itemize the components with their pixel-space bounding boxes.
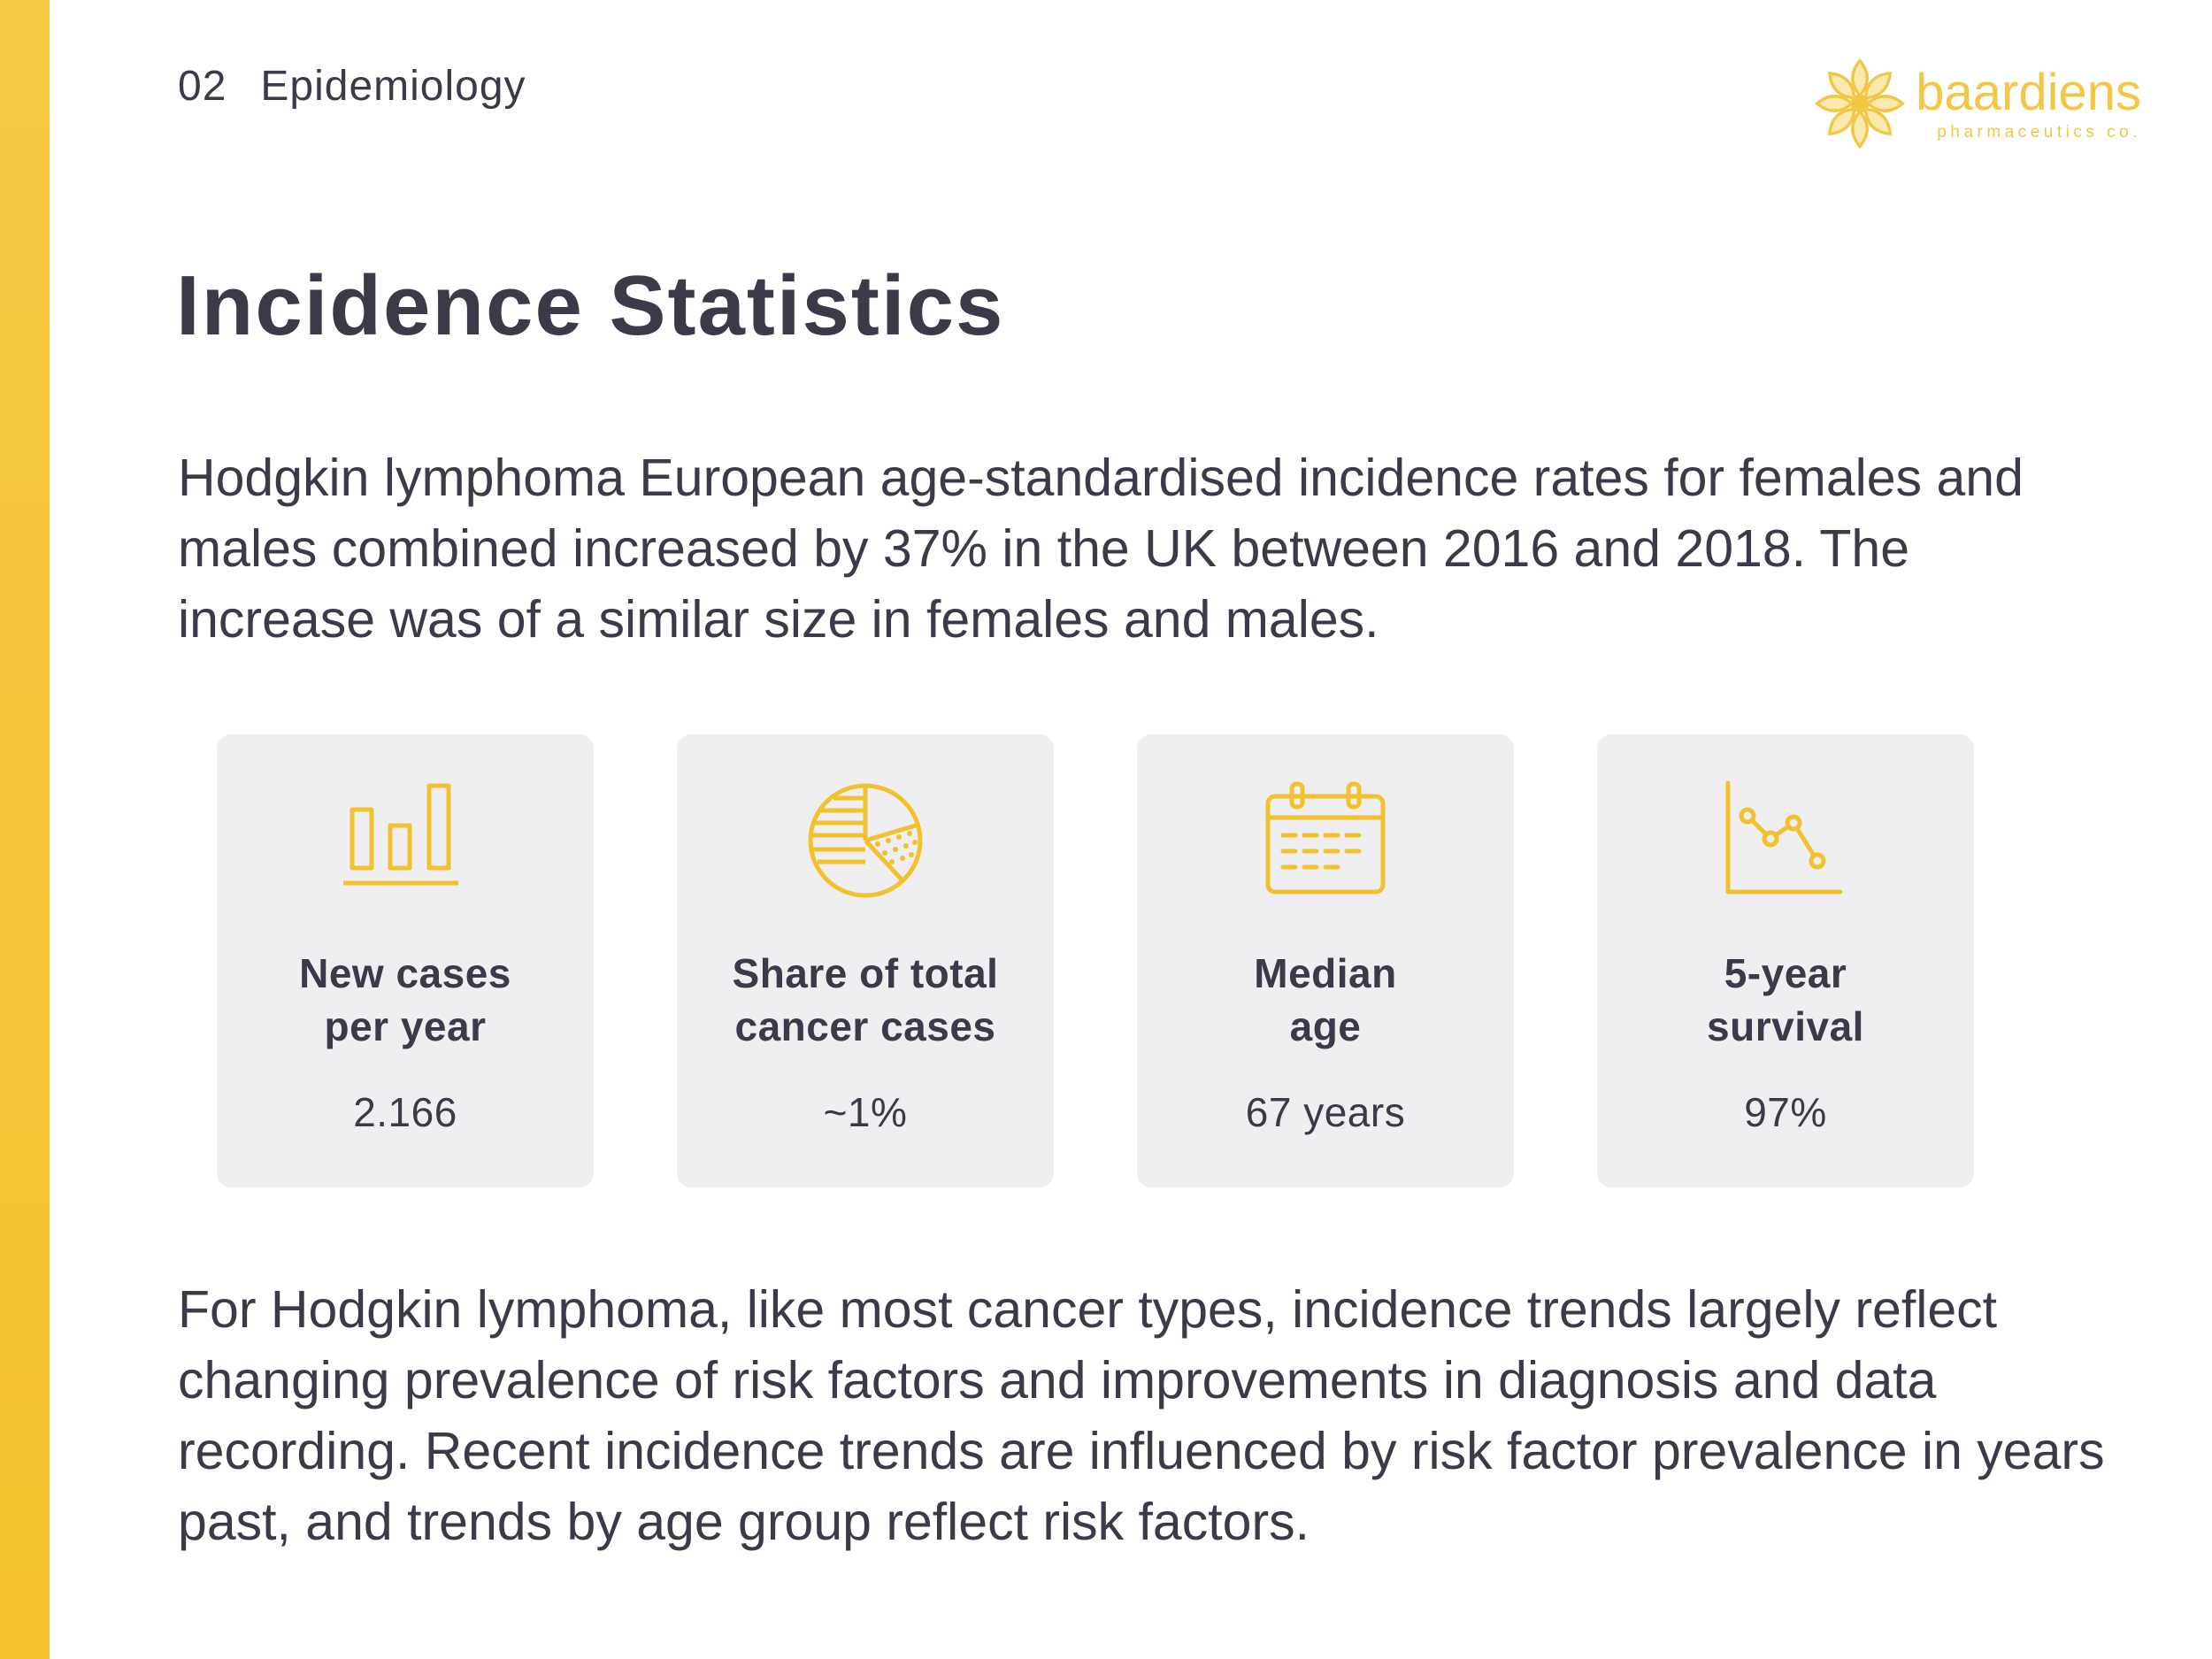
stat-label: New cases per year [226, 947, 585, 1053]
bar-chart-icon [343, 783, 458, 886]
calendar-icon [1265, 781, 1386, 895]
pie-chart-icon [808, 783, 923, 898]
stat-label: Median age [1146, 947, 1505, 1053]
stat-label-line: age [1289, 1003, 1362, 1049]
stat-label-line: New cases [299, 950, 511, 996]
logo-text: baardiens pharmaceutics co. [1916, 63, 2141, 142]
stat-card-new-cases: New cases per year 2.166 [217, 734, 594, 1187]
stat-label-line: Median [1254, 950, 1397, 996]
section-number: 02 [178, 63, 227, 110]
stat-label-line: per year [324, 1003, 487, 1049]
stat-label: 5-year survival [1606, 947, 1965, 1053]
section-header: 02 Epidemiology [178, 62, 526, 111]
section-title: Epidemiology [260, 63, 526, 110]
stat-label: Share of total cancer cases [686, 947, 1045, 1053]
logo-name: baardiens [1916, 63, 2141, 121]
stat-card-five-year-survival: 5-year survival 97% [1597, 734, 1974, 1187]
stat-value: 2.166 [353, 1089, 457, 1135]
stat-label-line: 5-year [1724, 950, 1847, 996]
stat-card-share-of-cancers: Share of total cancer cases ~1% [677, 734, 1054, 1187]
logo-subtitle: pharmaceutics co. [1937, 122, 2141, 142]
stat-value: ~1% [823, 1089, 908, 1135]
stat-label-line: Share of total [732, 950, 999, 996]
stat-value: 97% [1744, 1089, 1827, 1135]
lotus-flower-icon [1815, 58, 1906, 149]
intro-paragraph: Hodgkin lymphoma European age-standardis… [178, 449, 2024, 649]
line-chart-icon [1725, 780, 1843, 895]
stat-card-median-age: Median age 67 years [1137, 734, 1514, 1187]
stats-cards: New cases per year 2.166 [0, 734, 2212, 1187]
page-title: Incidence Statistics [176, 258, 1005, 353]
stat-value: 67 years [1245, 1089, 1406, 1135]
stat-label-line: cancer cases [734, 1003, 996, 1049]
stat-label-line: survival [1707, 1003, 1864, 1049]
company-logo: baardiens pharmaceutics co. [1811, 55, 2141, 152]
accent-bar [0, 0, 50, 1659]
outro-paragraph: For Hodgkin lymphoma, like most cancer t… [178, 1280, 2105, 1551]
